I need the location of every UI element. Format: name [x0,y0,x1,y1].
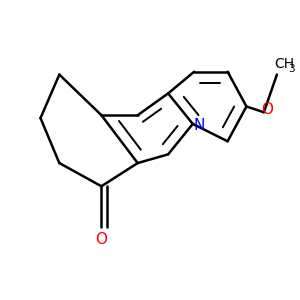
Text: CH: CH [274,57,294,70]
Text: O: O [95,232,107,247]
Text: O: O [261,102,273,117]
Text: 3: 3 [288,64,295,74]
Text: N: N [194,118,205,133]
